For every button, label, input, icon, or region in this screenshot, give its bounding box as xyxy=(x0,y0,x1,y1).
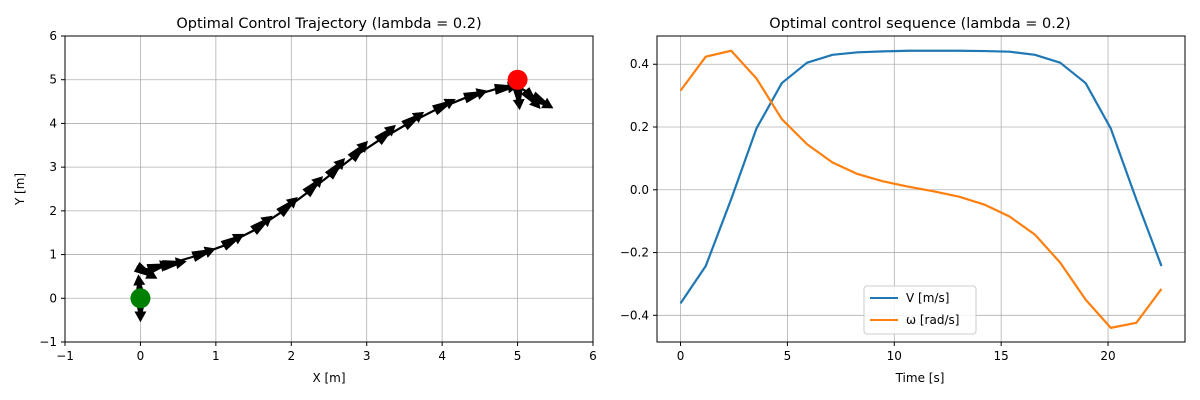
control-series-lines xyxy=(679,49,1163,329)
trajectory-y-ticks: −1 0 1 2 3 4 5 6 xyxy=(39,29,65,349)
goal-marker xyxy=(507,69,528,90)
control-chart-title: Optimal control sequence (lambda = 0.2) xyxy=(769,16,1070,32)
y-tick-label: 4 xyxy=(49,116,57,130)
trajectory-grid xyxy=(64,35,594,343)
y-tick-label: 0 xyxy=(49,291,57,305)
heading-arrow xyxy=(276,196,298,218)
heading-arrow xyxy=(463,88,488,104)
y-tick-label: 0.4 xyxy=(630,57,649,71)
heading-arrow xyxy=(250,215,273,235)
y-tick-label: 5 xyxy=(49,73,57,87)
series-line-omega xyxy=(679,49,1163,329)
heading-arrow xyxy=(324,158,346,180)
heading-arrows xyxy=(133,81,554,323)
y-tick-label: 0.2 xyxy=(630,120,649,134)
y-tick-label: 0.0 xyxy=(630,183,649,197)
start-goal-markers xyxy=(130,69,528,309)
y-tick-label: 2 xyxy=(49,204,57,218)
control-x-axis-label: Time [s] xyxy=(895,371,945,385)
trajectory-path-layer xyxy=(136,85,534,271)
y-tick-label: −0.2 xyxy=(620,246,649,260)
x-tick-label: 6 xyxy=(589,349,597,363)
control-x-ticks: 0 5 10 15 20 xyxy=(677,342,1116,363)
trajectory-path xyxy=(136,85,534,271)
control-axes-frame xyxy=(656,35,1186,343)
y-tick-label: −1 xyxy=(39,335,57,349)
x-tick-label: 5 xyxy=(514,349,522,363)
heading-arrow xyxy=(512,85,525,111)
control-grid xyxy=(657,36,1185,342)
x-tick-label: 4 xyxy=(438,349,446,363)
x-tick-label: −1 xyxy=(56,349,74,363)
x-tick-label: 0 xyxy=(677,349,685,363)
heading-arrow xyxy=(374,124,396,146)
y-tick-label: 3 xyxy=(49,160,57,174)
trajectory-axes-frame xyxy=(64,35,594,343)
y-tick-label: 1 xyxy=(49,248,57,262)
heading-arrow xyxy=(529,91,554,109)
heading-arrow xyxy=(191,246,216,262)
heading-arrow xyxy=(520,87,541,110)
control-sequence-chart: 0 5 10 15 20 −0.4 −0.2 0.0 0.2 0.4 Optimal contr… xyxy=(620,16,1186,385)
x-tick-label: 10 xyxy=(887,349,902,363)
control-legend: V [m/s] ω [rad/s] xyxy=(863,285,977,335)
heading-arrow xyxy=(347,140,368,163)
heading-arrow xyxy=(133,262,158,279)
heading-arrow xyxy=(432,98,456,116)
trajectory-x-ticks: −1 0 1 2 3 4 5 6 xyxy=(56,342,597,363)
heading-arrow xyxy=(220,233,245,251)
x-tick-label: 15 xyxy=(994,349,1009,363)
x-tick-label: 2 xyxy=(287,349,295,363)
trajectory-y-axis-label: Y [m] xyxy=(13,173,27,206)
trajectory-x-axis-label: X [m] xyxy=(312,371,345,385)
x-tick-label: 20 xyxy=(1100,349,1115,363)
legend-label-omega: ω [rad/s] xyxy=(906,313,959,327)
heading-arrow xyxy=(401,111,425,131)
control-y-ticks: −0.4 −0.2 0.0 0.2 0.4 xyxy=(620,57,657,322)
x-tick-label: 1 xyxy=(212,349,220,363)
y-tick-label: −0.4 xyxy=(620,308,649,322)
series-line-v xyxy=(679,49,1163,305)
y-tick-label: 6 xyxy=(49,29,57,43)
x-tick-label: 3 xyxy=(363,349,371,363)
x-tick-label: 5 xyxy=(784,349,792,363)
heading-arrow xyxy=(162,257,187,271)
start-marker xyxy=(130,288,151,309)
legend-label-v: V [m/s] xyxy=(906,291,949,305)
trajectory-chart: −1 0 1 2 3 4 5 6 −1 0 1 2 3 4 5 6 Optimal Control Traj… xyxy=(13,16,597,385)
x-tick-label: 0 xyxy=(137,349,145,363)
heading-arrow xyxy=(302,176,324,198)
trajectory-chart-title: Optimal Control Trajectory (lambda = 0.2… xyxy=(176,16,481,32)
